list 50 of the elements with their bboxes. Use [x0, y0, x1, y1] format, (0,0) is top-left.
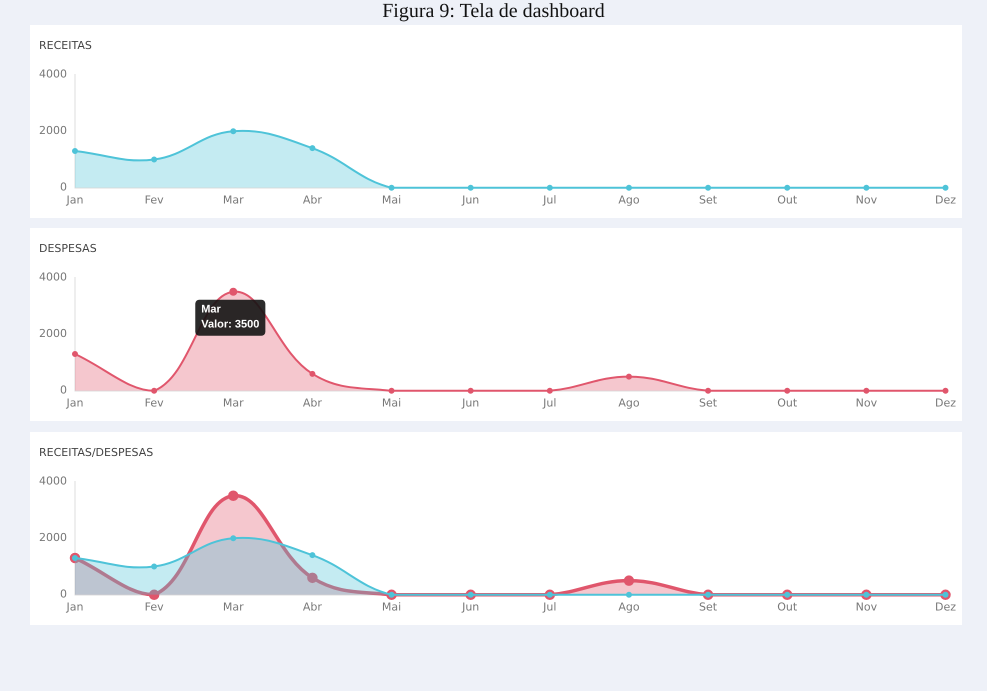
x-tick-label: Mar: [222, 396, 244, 410]
y-tick-label: 0: [60, 180, 67, 194]
x-tick-label: Dez: [934, 600, 956, 614]
x-tick-label: Jun: [461, 600, 480, 614]
x-tick-label: Ago: [618, 396, 640, 410]
y-tick-label: 2000: [38, 124, 67, 138]
x-tick-label: Jan: [66, 193, 84, 206]
x-tick-label: Jul: [542, 193, 556, 206]
x-tick-label: Fev: [144, 396, 164, 410]
y-tick-label: 4000: [38, 474, 67, 488]
x-tick-label: Set: [699, 396, 718, 410]
x-tick-label: Out: [777, 193, 798, 206]
x-tick-label: Dez: [934, 193, 956, 206]
x-tick-label: Jan: [66, 600, 84, 614]
x-tick-label: Out: [777, 396, 798, 410]
x-tick-label: Nov: [856, 193, 878, 206]
chart-title: DESPESAS: [39, 242, 97, 255]
chart-title: RECEITAS: [39, 39, 92, 52]
x-tick-label: Fev: [144, 193, 164, 206]
x-tick-label: Jul: [542, 600, 556, 614]
y-tick-label: 2000: [38, 531, 67, 544]
x-tick-label: Jun: [461, 193, 480, 206]
text: Figura 9: Tela de dashboard: [381, 0, 606, 22]
x-tick-label: Ago: [618, 600, 640, 614]
x-tick-label: Nov: [856, 600, 878, 614]
x-tick-label: Set: [699, 193, 718, 206]
x-tick-label: Out: [777, 600, 798, 614]
x-tick-label: Mar: [222, 600, 244, 614]
x-tick-label: Fev: [144, 600, 164, 614]
x-tick-label: Jul: [542, 396, 556, 410]
y-tick-label: 4000: [38, 67, 67, 80]
chart-title: RECEITAS/DESPESAS: [39, 446, 154, 459]
x-tick-label: Set: [699, 600, 718, 614]
x-tick-label: Mai: [382, 193, 402, 206]
x-tick-label: Mar: [222, 193, 244, 206]
annotation: Mar Valor: 3500: [201, 303, 260, 330]
x-tick-label: Ago: [618, 193, 640, 206]
x-tick-label: Mai: [382, 396, 402, 410]
x-tick-label: Dez: [934, 396, 956, 410]
x-tick-label: Mai: [382, 600, 402, 614]
x-tick-label: Abr: [302, 600, 322, 614]
y-tick-label: 0: [60, 384, 67, 397]
y-tick-label: 2000: [38, 327, 67, 340]
x-tick-label: Abr: [302, 396, 322, 410]
x-tick-label: Jan: [66, 396, 84, 410]
x-tick-label: Jun: [461, 396, 480, 410]
x-tick-label: Nov: [856, 396, 878, 410]
x-tick-label: Abr: [302, 193, 322, 206]
y-tick-label: 0: [60, 588, 67, 601]
y-tick-label: 4000: [38, 270, 67, 284]
